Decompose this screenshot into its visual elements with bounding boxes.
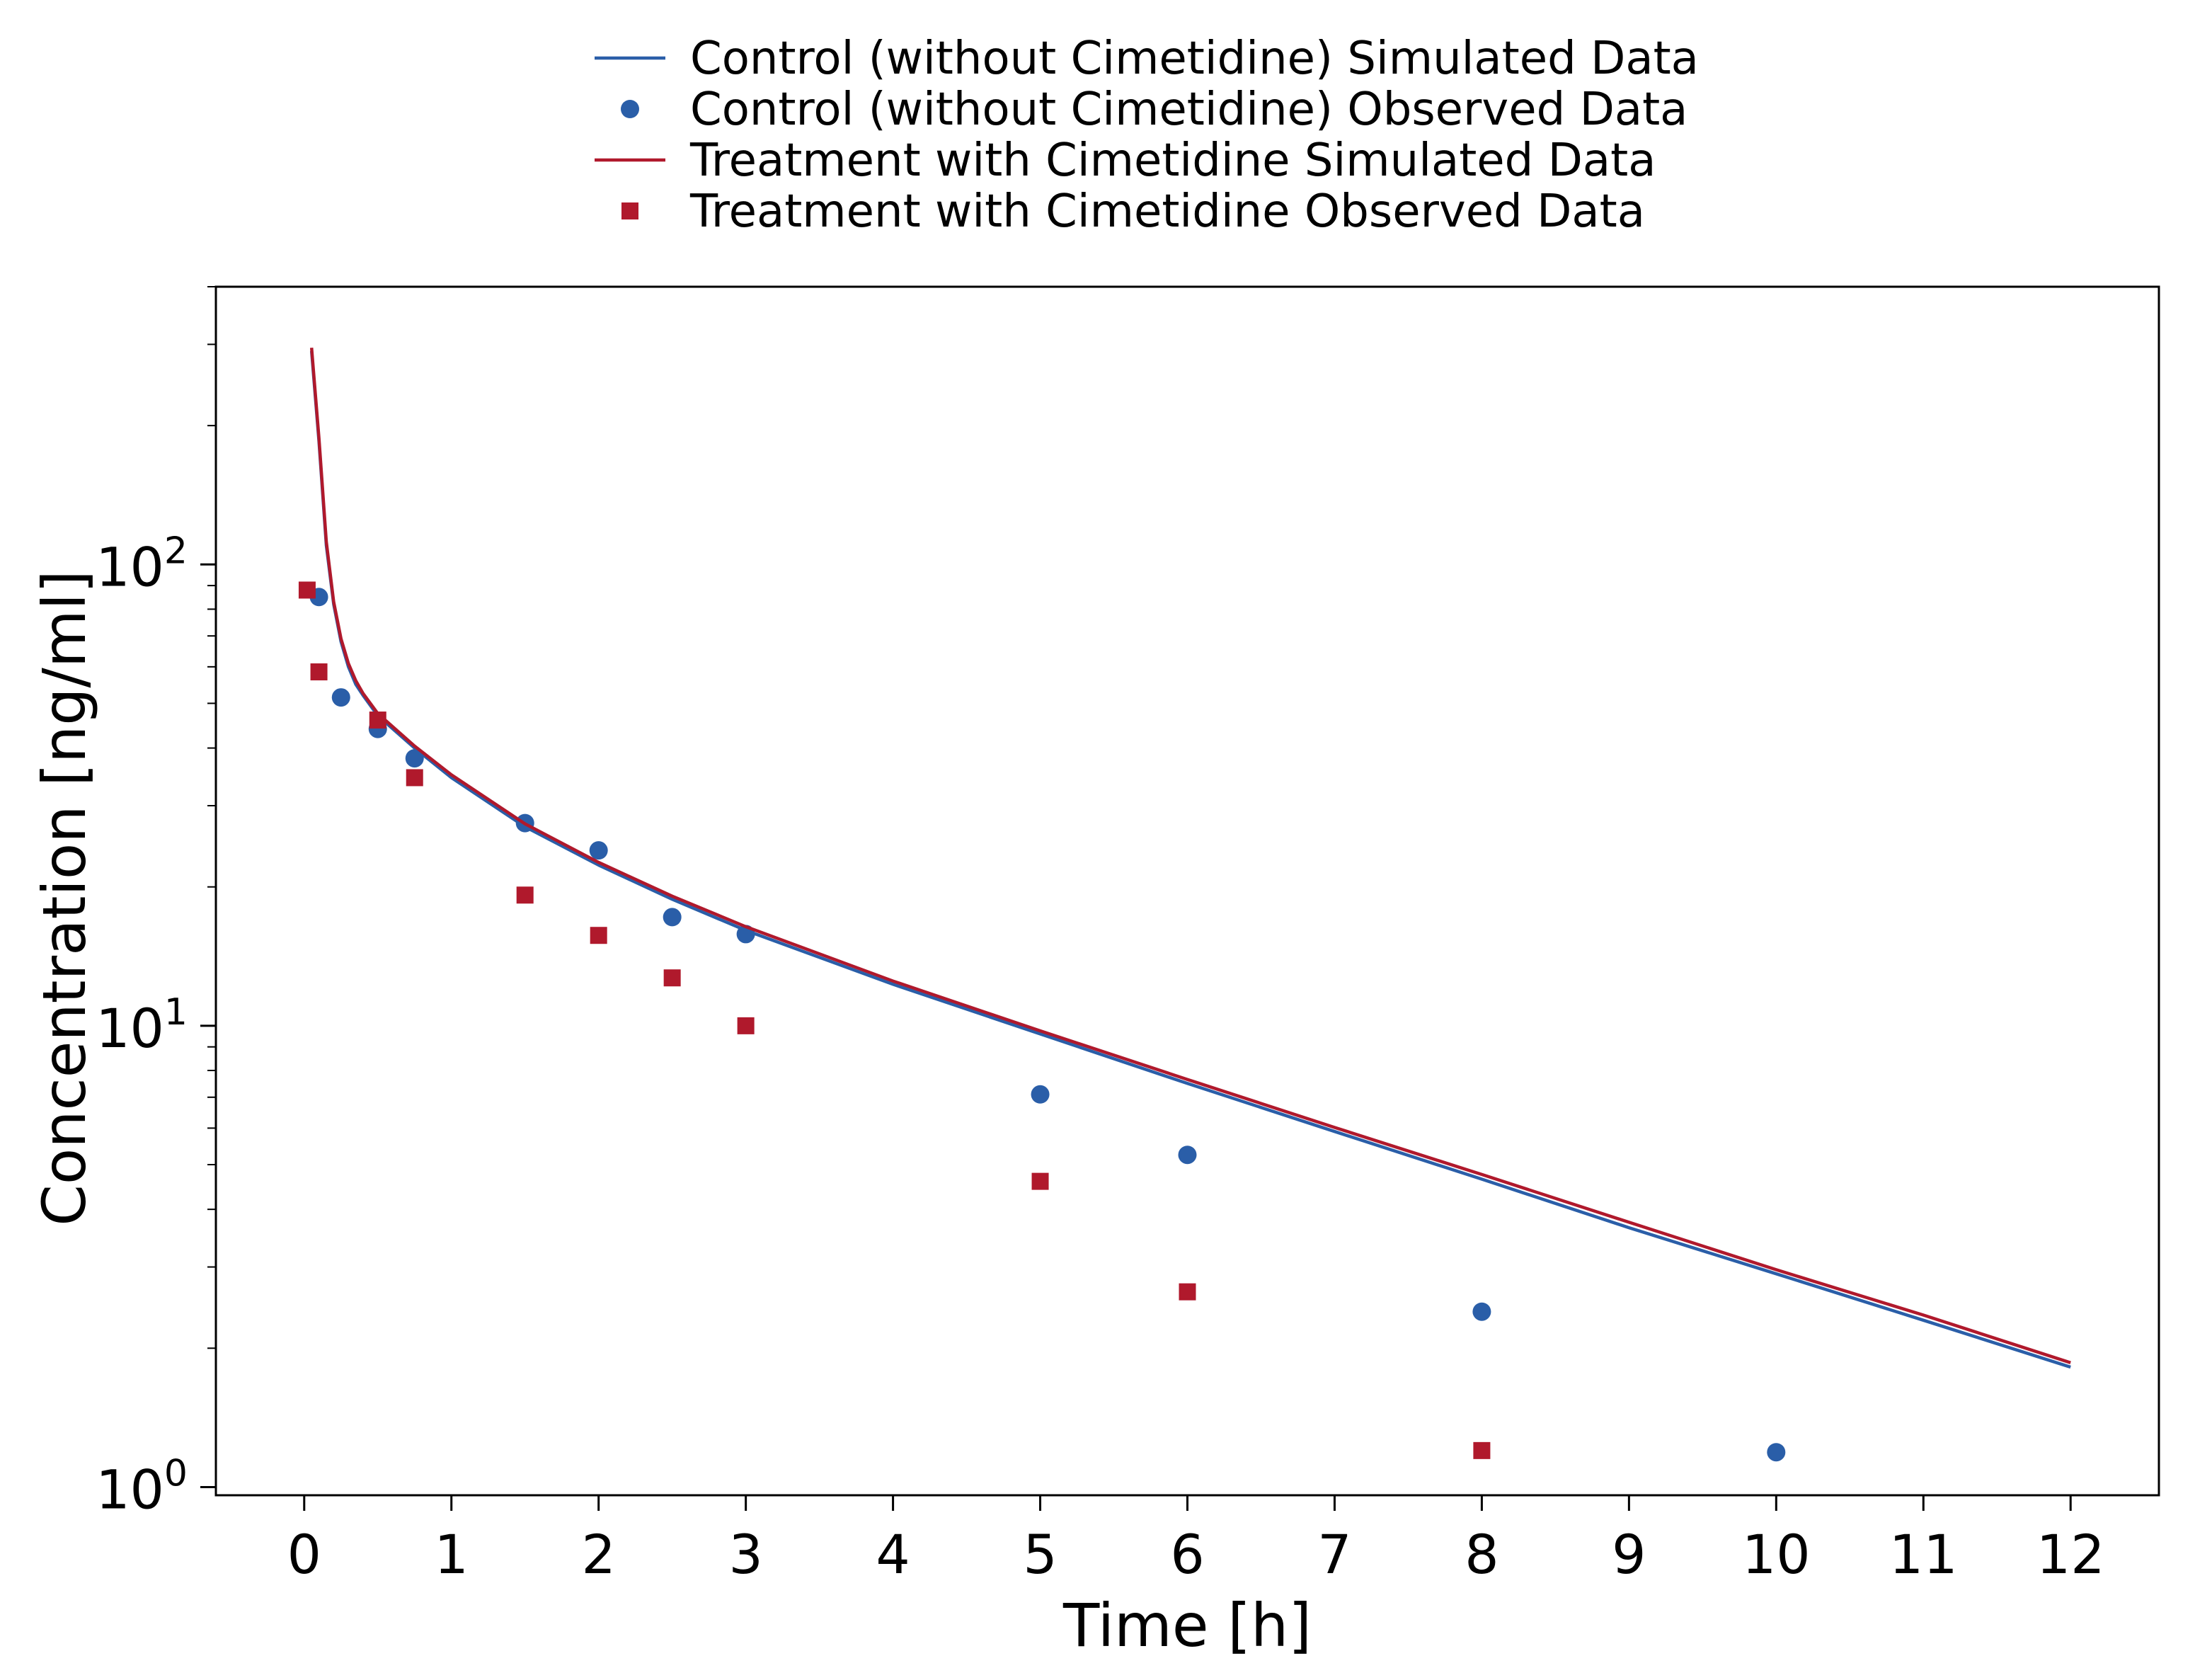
data-point-square [310, 663, 328, 681]
data-point-circle [331, 688, 350, 707]
x-tick-label: 5 [1023, 1523, 1057, 1586]
y-tick-label-exponent: 1 [164, 991, 188, 1034]
x-tick-label: 11 [1889, 1523, 1958, 1586]
data-point-circle [405, 749, 424, 768]
legend-item: Treatment with Cimetidine Simulated Data [595, 135, 1656, 187]
legend-item: Control (without Cimetidine) Observed Da… [621, 84, 1687, 136]
x-tick-label: 10 [1742, 1523, 1811, 1586]
data-point-circle [589, 841, 608, 860]
legend-label: Control (without Cimetidine) Simulated D… [690, 33, 1699, 85]
series-line [309, 348, 2071, 1364]
x-tick-label: 6 [1170, 1523, 1204, 1586]
data-point-square [298, 581, 316, 599]
data-point-circle [1472, 1302, 1491, 1321]
data-point-square [406, 769, 423, 787]
x-tick-label: 3 [728, 1523, 762, 1586]
x-tick-label: 0 [287, 1523, 321, 1586]
y-tick-label-base: 10 [96, 535, 164, 598]
series-2 [309, 348, 2071, 1364]
legend-label: Control (without Cimetidine) Observed Da… [690, 84, 1687, 136]
data-point-circle [1031, 1085, 1050, 1104]
data-point-square [737, 1017, 755, 1034]
y-tick-label-exponent: 0 [164, 1452, 188, 1495]
data-point-circle [663, 908, 682, 927]
series-layer [298, 348, 2071, 1462]
legend: Control (without Cimetidine) Simulated D… [595, 33, 1699, 238]
x-tick-label: 2 [582, 1523, 616, 1586]
y-tick-label-base: 10 [96, 1458, 164, 1521]
legend-label: Treatment with Cimetidine Simulated Data [689, 135, 1656, 187]
data-point-circle [1767, 1443, 1786, 1462]
data-point-square [516, 886, 534, 904]
legend-square-swatch [621, 202, 638, 219]
y-tick-label: 100 [96, 1452, 188, 1521]
x-axis-label: Time [h] [1062, 1591, 1312, 1660]
y-tick-label-base: 10 [96, 997, 164, 1060]
legend-item: Treatment with Cimetidine Observed Data [621, 185, 1645, 238]
y-tick-label: 101 [96, 991, 188, 1060]
data-point-square [590, 927, 607, 944]
x-tick-label: 12 [2036, 1523, 2105, 1586]
legend-item: Control (without Cimetidine) Simulated D… [595, 33, 1699, 85]
data-point-square [1179, 1283, 1196, 1301]
x-tick-label: 4 [876, 1523, 910, 1586]
x-tick-label: 1 [435, 1523, 469, 1586]
y-axis-label: Concentration [ng/ml] [30, 570, 99, 1226]
x-tick-label: 9 [1612, 1523, 1646, 1586]
x-axis: 0 1 2 3 4 5 6 7 8 9 10 11 12 [287, 1495, 2105, 1586]
data-point-square [663, 969, 681, 987]
legend-circle-swatch [621, 100, 639, 118]
data-point-square [369, 712, 386, 729]
data-point-square [1473, 1441, 1491, 1459]
data-point-square [1031, 1172, 1049, 1190]
legend-label: Treatment with Cimetidine Observed Data [689, 185, 1645, 238]
y-tick-label-exponent: 2 [164, 530, 188, 572]
series-3 [298, 581, 1491, 1459]
y-tick-label: 102 [96, 530, 188, 598]
x-tick-label: 8 [1465, 1523, 1498, 1586]
data-point-circle [1178, 1146, 1197, 1165]
x-tick-label: 7 [1317, 1523, 1351, 1586]
